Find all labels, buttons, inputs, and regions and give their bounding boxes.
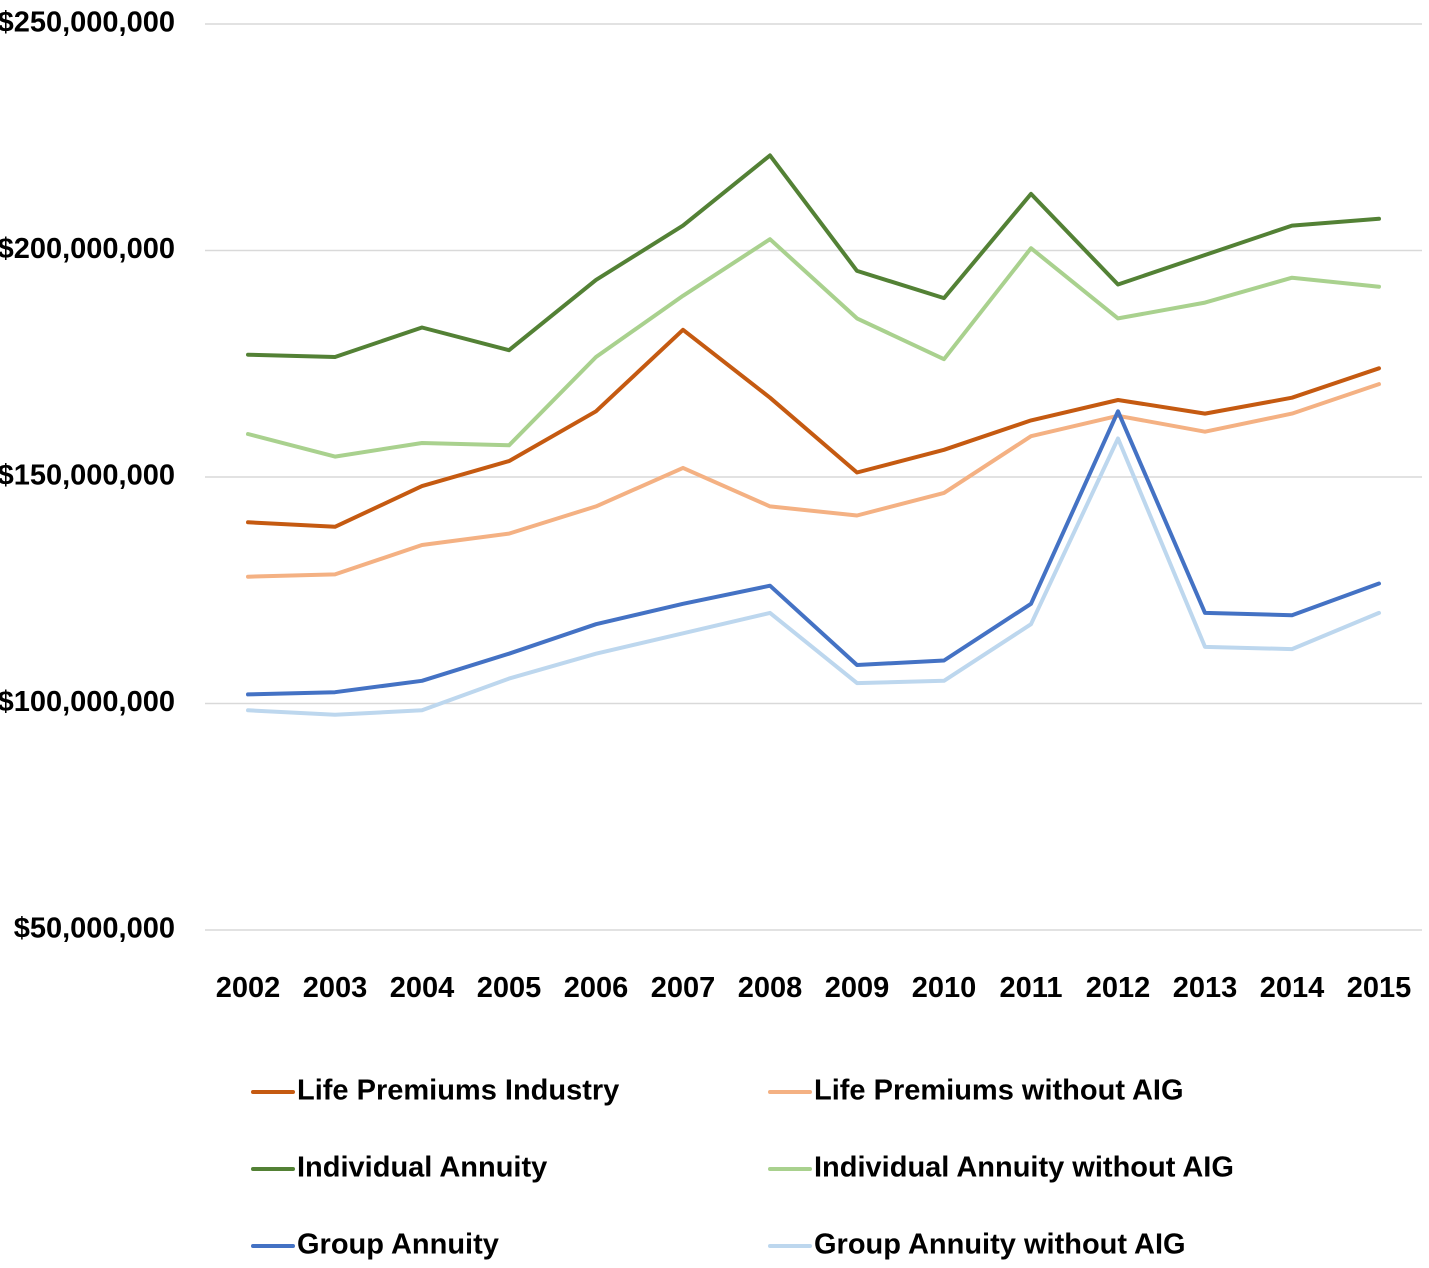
series-line-life-premiums-industry [246, 327, 1381, 529]
legend-label-individual-annuity-without-aig: Individual Annuity without AIG [814, 1152, 1234, 1184]
y-tick-label: $250,000,000 [0, 7, 175, 39]
series-line-individual-annuity-without-aig [246, 237, 1381, 459]
y-tick-label: $100,000,000 [0, 686, 175, 718]
x-tick-label: 2009 [825, 972, 890, 1004]
x-tick-label: 2014 [1260, 972, 1325, 1004]
legend-label-group-annuity: Group Annuity [297, 1229, 499, 1261]
legend-label-life-premiums-industry: Life Premiums Industry [297, 1075, 619, 1107]
x-tick-label: 2013 [1173, 972, 1238, 1004]
x-tick-label: 2012 [1086, 972, 1151, 1004]
x-tick-label: 2006 [564, 972, 629, 1004]
x-tick-label: 2008 [738, 972, 803, 1004]
series-line-group-annuity [246, 409, 1381, 697]
x-tick-label: 2002 [216, 972, 281, 1004]
gridlines [205, 23, 1422, 931]
y-axis-tick-labels: $50,000,000 $100,000,000 $150,000,000 $200,… [0, 7, 175, 945]
legend-label-group-annuity-without-aig: Group Annuity without AIG [814, 1229, 1186, 1261]
series-line-group-annuity-without-aig [246, 436, 1381, 717]
y-tick-label: $200,000,000 [0, 233, 175, 265]
x-tick-label: 2005 [477, 972, 542, 1004]
y-tick-label: $50,000,000 [14, 913, 175, 945]
x-tick-label: 2004 [390, 972, 455, 1004]
x-tick-label: 2007 [651, 972, 716, 1004]
legend-label-life-premiums-without-aig: Life Premiums without AIG [814, 1075, 1184, 1107]
series-line-individual-annuity [246, 153, 1381, 359]
x-axis-tick-labels: 2002 2003 2004 2005 2006 2007 2008 2009 2010 2011… [216, 972, 1412, 1004]
legend: Life Premiums Industry Life Premiums with… [251, 1075, 1234, 1261]
x-tick-label: 2011 [1000, 972, 1063, 1004]
x-tick-label: 2015 [1347, 972, 1412, 1004]
series-line-life-premiums-without-aig [246, 382, 1381, 579]
legend-label-individual-annuity: Individual Annuity [297, 1152, 547, 1184]
y-tick-label: $150,000,000 [0, 460, 175, 492]
x-tick-label: 2003 [303, 972, 368, 1004]
series-lines [246, 153, 1381, 717]
x-tick-label: 2010 [912, 972, 977, 1004]
